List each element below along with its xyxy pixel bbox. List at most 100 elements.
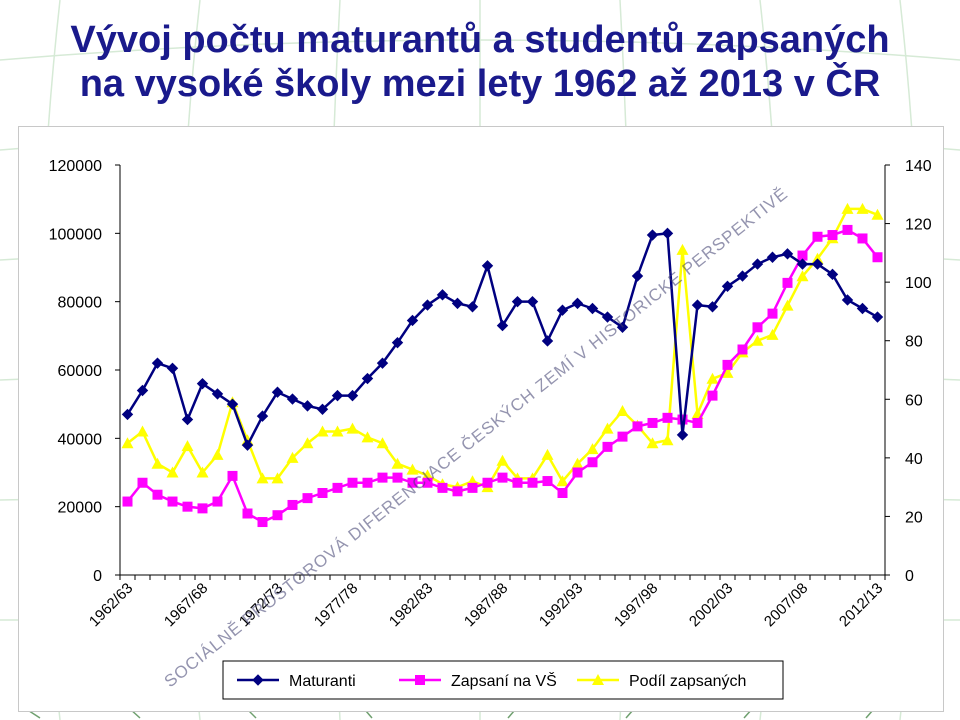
x-tick-label: 1967/68 <box>161 580 211 630</box>
data-point <box>587 457 598 468</box>
data-point <box>811 252 824 264</box>
data-point <box>361 372 374 385</box>
chart-frame: 0 20000 40000 60000 80000 100000 120000 0 20 40 60… <box>18 126 944 712</box>
data-point <box>647 417 658 428</box>
data-point <box>707 390 718 401</box>
data-point <box>497 472 508 483</box>
data-point <box>212 496 223 507</box>
data-point <box>167 496 178 507</box>
y-right-tick-label: 140 <box>905 158 932 175</box>
data-point <box>421 469 434 481</box>
data-point <box>526 295 539 308</box>
y-left-tick-label: 0 <box>93 568 102 585</box>
data-point <box>271 472 284 484</box>
data-point <box>227 470 238 481</box>
data-point <box>856 302 869 315</box>
data-point <box>241 439 254 451</box>
data-point <box>722 359 733 370</box>
data-point <box>751 258 764 270</box>
data-point <box>752 322 763 333</box>
data-point <box>376 357 389 369</box>
data-point <box>242 508 253 519</box>
data-point <box>557 488 568 498</box>
data-point <box>211 448 224 460</box>
data-point <box>766 251 779 263</box>
data-point <box>286 451 299 463</box>
data-point <box>556 304 569 316</box>
legend-box <box>222 660 784 700</box>
y-right-tick-label: 20 <box>905 509 923 526</box>
data-point <box>121 408 134 421</box>
data-point <box>346 422 359 434</box>
data-point <box>842 224 853 235</box>
data-point <box>632 421 643 432</box>
data-point <box>812 231 823 242</box>
data-point <box>391 336 404 349</box>
data-point <box>572 467 583 478</box>
legend: Maturanti Zapsaní na VŠ Podíl zapsaných <box>222 660 784 700</box>
data-point <box>482 477 493 488</box>
data-point <box>332 482 343 493</box>
legend-label: Zapsaní na VŠ <box>451 671 557 690</box>
data-point <box>182 501 193 512</box>
data-point <box>631 270 644 282</box>
data-point <box>586 443 599 455</box>
series-layer <box>121 202 884 528</box>
data-point <box>797 250 808 261</box>
x-tick-label: 1997/98 <box>611 580 661 630</box>
data-point <box>721 280 734 292</box>
data-point <box>287 499 298 510</box>
data-point <box>872 252 883 263</box>
data-point <box>316 403 329 415</box>
data-point <box>436 289 449 301</box>
data-point <box>661 434 674 446</box>
data-point <box>782 277 793 288</box>
data-point <box>841 294 854 306</box>
data-point <box>271 386 284 398</box>
data-point <box>226 398 239 410</box>
x-tick-label: 2007/08 <box>761 580 811 630</box>
y-left-tick-label: 100000 <box>49 226 102 243</box>
data-point <box>181 440 194 452</box>
data-point <box>121 437 134 449</box>
data-point <box>767 308 778 319</box>
x-tick-label: 1982/83 <box>386 580 436 630</box>
data-point <box>646 437 659 449</box>
data-point <box>571 297 584 310</box>
data-point <box>181 413 194 426</box>
data-point <box>346 389 359 402</box>
data-point <box>451 297 464 310</box>
data-point <box>376 437 389 449</box>
x-tick-label: 2012/13 <box>836 580 886 630</box>
data-point <box>781 299 794 311</box>
data-point <box>826 268 839 281</box>
data-point <box>286 393 299 405</box>
data-point <box>617 431 628 442</box>
data-point <box>871 208 884 220</box>
data-point <box>347 477 358 488</box>
data-point <box>452 486 463 497</box>
data-point <box>151 457 164 469</box>
data-point <box>166 466 179 478</box>
series-2 <box>121 202 884 493</box>
data-point <box>871 311 884 323</box>
data-point <box>601 422 614 434</box>
data-point <box>301 437 314 449</box>
legend-label: Maturanti <box>289 673 356 690</box>
data-point <box>166 362 179 374</box>
data-point <box>377 472 388 483</box>
series-line <box>126 232 879 447</box>
series-line <box>126 207 878 489</box>
data-point <box>422 477 433 488</box>
data-point <box>616 321 629 333</box>
y-right-tick-label: 120 <box>905 217 932 234</box>
data-point <box>302 493 313 504</box>
legend-swatch-marker <box>252 674 264 686</box>
data-point <box>706 372 719 384</box>
data-point <box>586 302 599 315</box>
data-point <box>736 270 749 282</box>
data-point <box>331 389 344 402</box>
data-point <box>151 357 164 369</box>
data-point <box>496 319 509 332</box>
data-point <box>256 472 269 484</box>
